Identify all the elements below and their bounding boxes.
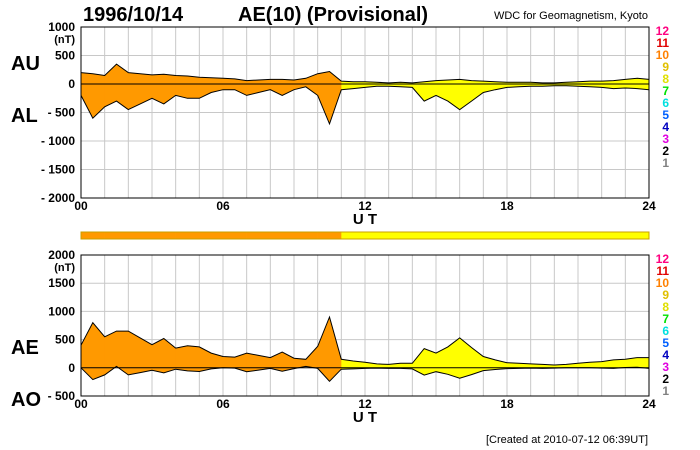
created-timestamp: [Created at 2010-07-12 06:39UT] [486, 434, 648, 446]
auAl-ytick-label: - 1500 [41, 163, 75, 177]
hour-activity-cell [104, 232, 129, 239]
aeAo-x-axis-label: U T [353, 409, 377, 426]
auAl-lower-series-label: AL [11, 105, 38, 127]
aeAo-xtick-label: 06 [216, 397, 230, 411]
aeAo-scale-label: 10 [656, 276, 670, 290]
aeAo-scale-label: 9 [662, 288, 669, 302]
aeAo-xtick-label: 24 [642, 397, 656, 411]
chart-title: AE(10) (Provisional) [238, 4, 428, 26]
hour-activity-cell [601, 232, 626, 239]
auAl-scale-label: 9 [662, 60, 669, 74]
aeAo-ytick-label: 1500 [48, 276, 75, 290]
auAl-scale-label: 10 [656, 48, 670, 62]
hour-activity-cell [459, 232, 484, 239]
auAl-ytick-label: 1000 [48, 20, 75, 34]
hour-activity-cell [81, 232, 105, 239]
hour-activity-cell [388, 232, 413, 239]
auAl-ytick-label: - 500 [48, 106, 76, 120]
hour-activity-cell [625, 232, 650, 239]
hour-activity-cell [341, 232, 366, 239]
hour-activity-cell [175, 232, 200, 239]
hour-activity-cell [412, 232, 437, 239]
auAl-scale-label: 1 [662, 156, 669, 170]
hour-activity-cell [530, 232, 555, 239]
hour-activity-cell [483, 232, 508, 239]
aeAo-scale-label: 12 [656, 252, 670, 266]
auAl-xtick-label: 00 [74, 199, 88, 213]
auAl-xtick-label: 12 [358, 199, 372, 213]
auAl-ytick-label: 0 [68, 77, 75, 91]
hour-activity-cell [436, 232, 460, 239]
auAl-scale-label: 5 [662, 108, 669, 122]
auAl-x-axis-label: U T [353, 211, 377, 228]
auAl-upper-series-label: AU [11, 53, 40, 75]
hour-activity-cell [294, 232, 318, 239]
source-label: WDC for Geomagnetism, Kyoto [494, 10, 648, 22]
aeAo-ytick-label: 1000 [48, 304, 75, 318]
aeAo-scale-label: 1 [662, 384, 669, 398]
auAl-units-label: (nT) [54, 34, 75, 46]
aeAo-scale-label: 11 [656, 264, 669, 278]
aeAo-scale-label: 4 [662, 348, 669, 362]
hour-activity-cell [270, 232, 295, 239]
aeAo-xtick-label: 12 [358, 397, 372, 411]
aeAo-ytick-label: 2000 [48, 248, 75, 262]
aeAo-scale-label: 6 [662, 324, 669, 338]
auAl-upper-line [80, 63, 650, 84]
aeAo-ytick-label: 500 [55, 333, 75, 347]
hourly-activity-band [80, 231, 650, 240]
hour-activity-cell [317, 232, 342, 239]
auAl-scale-label: 6 [662, 96, 669, 110]
auAl-scale-label: 7 [662, 84, 669, 98]
auAl-xtick-label: 24 [642, 199, 656, 213]
aeAo-scale-label: 5 [662, 336, 669, 350]
aeAo-lower-series-label: AO [11, 389, 41, 411]
hour-activity-cell [365, 232, 389, 239]
hour-band-frame [80, 231, 650, 240]
aeAo-frame [80, 254, 650, 397]
auAl-ytick-label: - 1000 [41, 134, 75, 148]
auAl-xtick-label: 18 [500, 199, 514, 213]
aeAo-scale-label: 7 [662, 312, 669, 326]
hour-activity-cell [554, 232, 579, 239]
hour-activity-cell [246, 232, 271, 239]
aeAo-upper-series-label: AE [11, 337, 39, 359]
auAl-scale-label: 12 [656, 24, 670, 38]
aeAo-ytick-label: 0 [68, 361, 75, 375]
aeAo-scale-label: 8 [662, 300, 669, 314]
auAl-scale-label: 2 [662, 144, 669, 158]
hour-activity-cell [199, 232, 224, 239]
hour-activity-cell [507, 232, 531, 239]
au-al-panel: 1000 500 0 - 500 - 1000 - 1500 - 2000 (nT) 00 06 1… [11, 20, 669, 228]
aeAo-upper-line [80, 315, 649, 366]
auAl-scale-label: 4 [662, 120, 669, 134]
aeAo-xtick-label: 00 [74, 397, 88, 411]
aeAo-scale-label: 3 [662, 360, 669, 374]
date-label: 1996/10/14 [83, 4, 184, 26]
auAl-scale-label: 8 [662, 72, 669, 86]
aeAo-scale-label: 2 [662, 372, 669, 386]
auAl-scale-label: 11 [656, 36, 669, 50]
aeAo-xtick-label: 18 [500, 397, 514, 411]
hour-activity-cell [223, 232, 247, 239]
hour-activity-cell [578, 232, 602, 239]
aeAo-units-label: (nT) [54, 262, 75, 274]
aeAo-ytick-label: - 500 [48, 389, 76, 403]
hour-activity-cell [152, 232, 176, 239]
hour-activity-cell [128, 232, 153, 239]
auAl-lower-line [80, 85, 650, 126]
auAl-scale-label: 3 [662, 132, 669, 146]
auAl-ytick-label: - 2000 [41, 191, 75, 205]
auAl-frame [80, 26, 650, 199]
auAl-ytick-label: 500 [55, 49, 75, 63]
auAl-xtick-label: 06 [216, 199, 230, 213]
